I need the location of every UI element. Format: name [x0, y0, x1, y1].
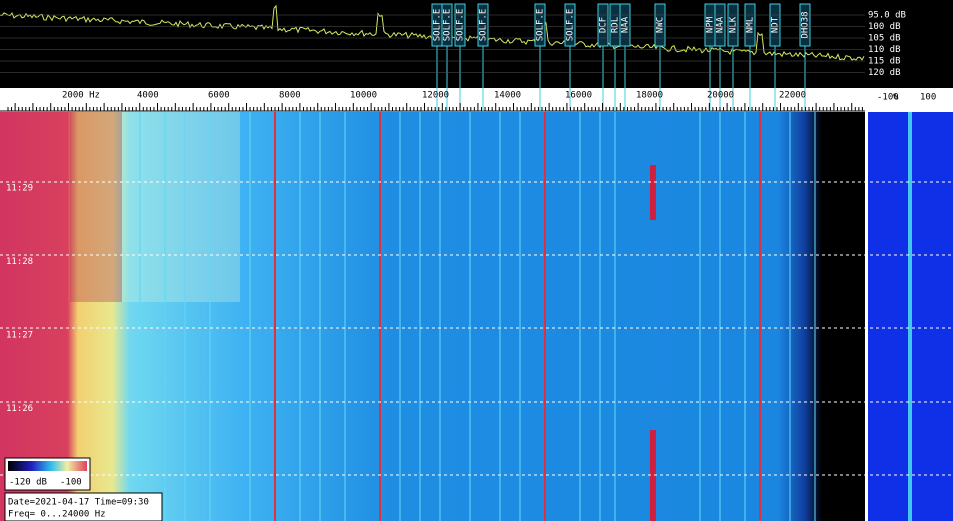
- db-label: 100 dB: [868, 22, 901, 32]
- freq-label: 10000: [350, 91, 377, 101]
- marker-label: NLK: [729, 16, 739, 33]
- info-date: Date=2021-04-17 Time=09:30: [8, 498, 149, 508]
- freq-label: 2000 Hz: [62, 91, 100, 101]
- signal-burst: [650, 165, 656, 220]
- marker-label: SOLF.E: [536, 9, 546, 42]
- colorbar: [8, 461, 87, 471]
- marker-label: RDL: [611, 17, 621, 33]
- time-label: 11:28: [6, 257, 33, 267]
- colorbar-max: -100: [60, 478, 82, 488]
- db-label: 120 dB: [868, 68, 901, 78]
- time-label: 11:29: [6, 184, 33, 194]
- freq-label: 14000: [494, 91, 521, 101]
- marker-label: NPM: [706, 16, 716, 33]
- info-freq: Freq= 0...24000 Hz: [8, 510, 106, 520]
- db-label: 95.0 dB: [868, 11, 906, 21]
- waterfall-burst: [70, 112, 122, 302]
- marker-label: DHO38: [801, 11, 811, 38]
- side-trace: [908, 112, 912, 521]
- marker-label: NDT: [771, 16, 781, 33]
- marker-label: NML: [746, 17, 756, 33]
- marker-label: SOLF.E: [456, 9, 466, 42]
- freq-label: 22000: [779, 91, 806, 101]
- freq-label: 6000: [208, 91, 230, 101]
- marker-label: NAA: [716, 16, 726, 33]
- marker-label: SOLF.E: [479, 9, 489, 42]
- freq-label: 4000: [137, 91, 159, 101]
- time-label: 11:26: [6, 404, 33, 414]
- marker-label: NWC: [656, 17, 666, 33]
- freq-label: 18000: [636, 91, 663, 101]
- marker-label: SOLF.E: [433, 9, 443, 42]
- side-label: 100: [920, 93, 936, 103]
- marker-label: DCF: [599, 17, 609, 33]
- marker-label: SOLF.E: [443, 9, 453, 42]
- db-label: 115 dB: [868, 57, 901, 67]
- freq-label: 12000: [422, 91, 449, 101]
- time-label: 11:27: [6, 331, 33, 341]
- marker-label: SOLF.E: [566, 9, 576, 42]
- spectrum-lab-window: SOLF.ESOLF.ESOLF.ESOLF.ESOLF.ESOLF.EDCFR…: [0, 0, 953, 521]
- freq-label: 20000: [707, 91, 734, 101]
- page: SOLF.ESOLF.ESOLF.ESOLF.ESOLF.ESOLF.EDCFR…: [0, 0, 953, 521]
- side-label: %: [893, 93, 899, 103]
- colorbar-min: -120 dB: [9, 478, 47, 488]
- db-label: 110 dB: [868, 45, 901, 55]
- db-label: 105 dB: [868, 34, 901, 44]
- marker-label: NAA: [621, 16, 631, 33]
- freq-label: 16000: [565, 91, 592, 101]
- freq-label: 8000: [279, 91, 301, 101]
